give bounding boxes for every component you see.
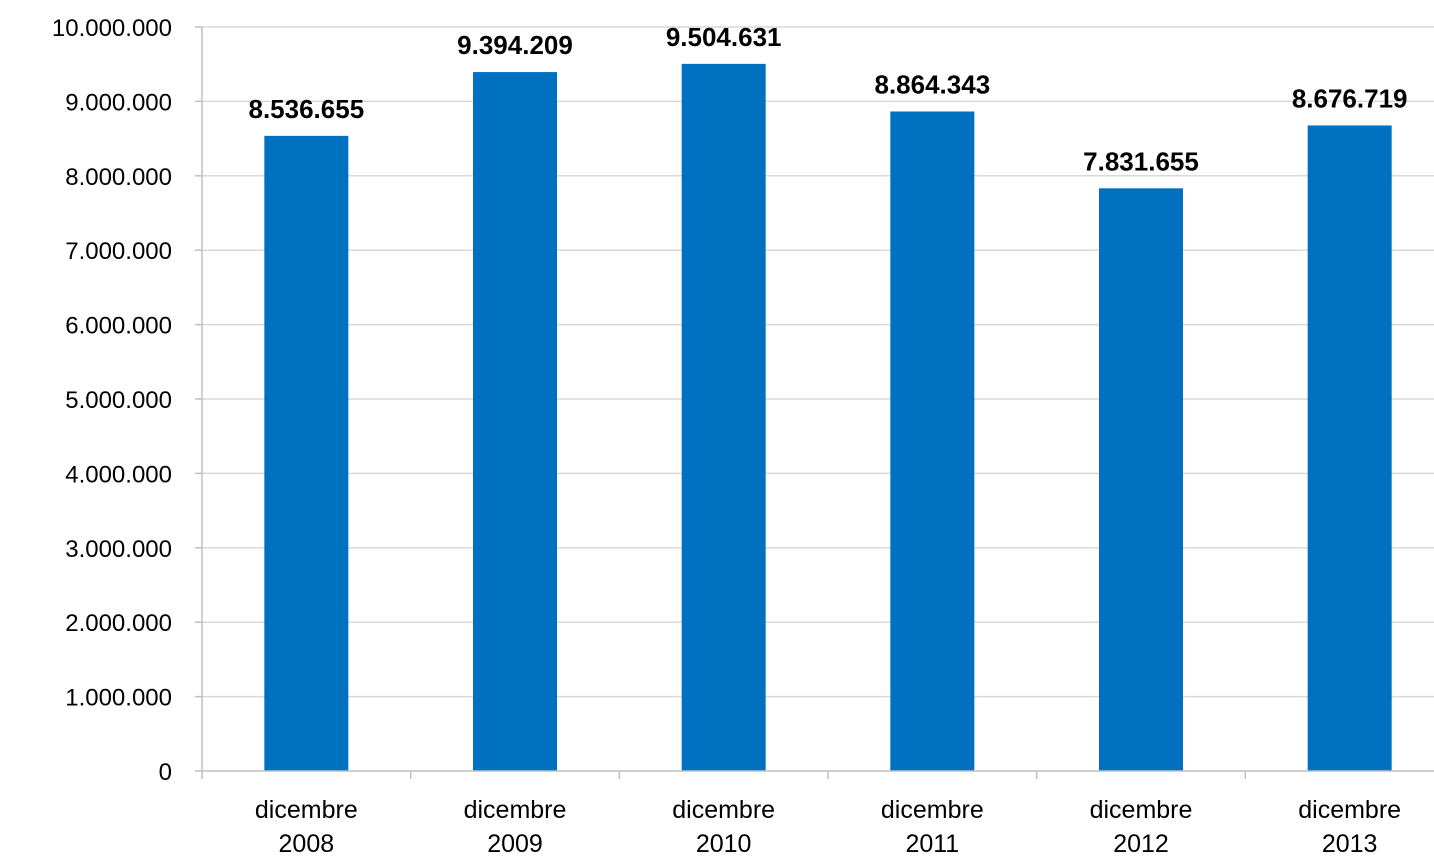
bar-dicembre-2011	[890, 111, 975, 772]
x-tick-labels: dicembre 2008 dicembre 2009 dicembre 2010 dice…	[255, 796, 1401, 858]
axes	[195, 26, 1434, 779]
data-label: 9.394.209	[457, 30, 573, 60]
y-tick-label: 6.000.000	[65, 313, 172, 340]
y-tick-label: 9.000.000	[65, 89, 172, 116]
x-tick-label: 2008	[279, 830, 335, 858]
x-tick-label: 2013	[1322, 830, 1378, 858]
bar-dicembre-2012	[1099, 188, 1183, 771]
x-tick-label: 2012	[1113, 830, 1169, 858]
bar-dicembre-2013	[1307, 125, 1392, 772]
data-label: 8.536.655	[248, 94, 364, 124]
y-tick-label: 0	[159, 759, 172, 786]
data-label: 9.504.631	[666, 22, 782, 52]
y-tick-label: 10.000.000	[52, 15, 172, 42]
data-labels: 8.536.655 9.394.209 9.504.631 8.864.343 7.83…	[248, 22, 1407, 176]
y-tick-labels: 0 1.000.000 2.000.000 3.000.000 4.000.000 5.0…	[52, 15, 172, 786]
x-tick-label: 2009	[487, 830, 543, 858]
x-tick-label: dicembre	[1298, 796, 1401, 824]
bar-dicembre-2010	[681, 63, 766, 771]
y-tick-label: 3.000.000	[65, 536, 172, 563]
bars	[264, 63, 1392, 772]
x-tick-label: dicembre	[672, 796, 775, 824]
y-tick-label: 4.000.000	[65, 461, 172, 488]
data-label: 7.831.655	[1083, 146, 1199, 176]
x-tick-label: 2011	[905, 830, 959, 858]
bar-dicembre-2009	[473, 72, 557, 771]
x-tick-label: dicembre	[255, 796, 358, 824]
y-tick-label: 8.000.000	[65, 164, 172, 191]
x-tick-label: dicembre	[1090, 796, 1193, 824]
data-label: 8.864.343	[874, 69, 990, 99]
x-tick-label: dicembre	[464, 796, 567, 824]
y-tick-label: 7.000.000	[65, 238, 172, 265]
y-tick-label: 2.000.000	[65, 610, 172, 637]
data-label: 8.676.719	[1292, 83, 1408, 113]
bar-dicembre-2008	[264, 135, 349, 771]
gridlines	[202, 26, 1434, 698]
y-tick-label: 5.000.000	[65, 387, 172, 414]
x-tick-label: 2010	[696, 830, 752, 858]
x-tick-label: dicembre	[881, 796, 984, 824]
y-tick-label: 1.000.000	[65, 685, 172, 712]
